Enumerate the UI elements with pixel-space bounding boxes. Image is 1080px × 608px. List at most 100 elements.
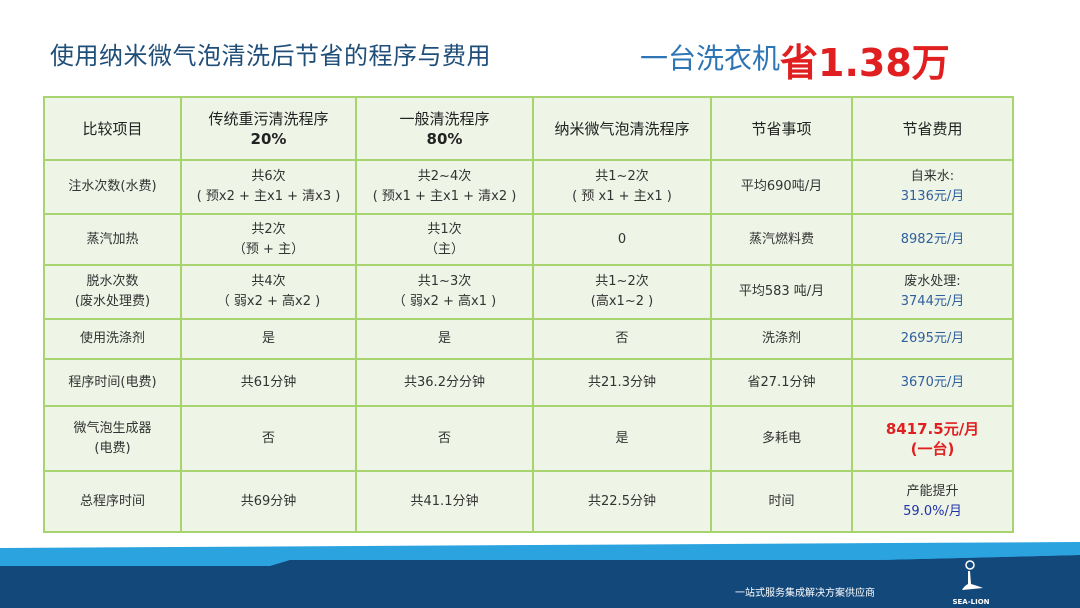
table-cell: 平均583 吨/月	[710, 264, 853, 320]
table-cell: 是	[355, 318, 534, 360]
table-cell: 0	[532, 213, 712, 266]
column-header: 节省事项	[710, 96, 853, 161]
table-cell: 总程序时间	[43, 470, 182, 533]
cell-text: 节省事项	[751, 119, 812, 138]
table-cell: 共4次 （ 弱x2 + 高x2 )	[180, 264, 357, 320]
table-cell: 程序时间(电费)	[43, 358, 182, 407]
footer-banner	[0, 542, 1080, 608]
cell-text: 微气泡生成器	[73, 420, 152, 436]
table-row: 蒸汽加热 共2次 （预 + 主） 共1次 （主） 0 蒸汽燃料费 8982元/月	[43, 213, 1014, 266]
table-cell: 平均690吨/月	[710, 159, 853, 215]
table-row: 程序时间(电费) 共61分钟 共36.2分分钟 共21.3分钟 省27.1分钟 3670元…	[43, 358, 1014, 407]
table-cell: 蒸汽燃料费	[710, 213, 853, 266]
table-cell: 时间	[710, 470, 853, 533]
cell-text: 多耗电	[761, 430, 801, 446]
table-cell: 8982元/月	[851, 213, 1014, 266]
slogan-prefix: 一台洗衣机	[640, 42, 781, 75]
cell-text: ( 预x1 + 主x1 + 清x2 )	[372, 189, 517, 204]
column-header: 传统重污清洗程序 20%	[180, 96, 357, 161]
table-row: 使用洗涤剂 是 是 否 洗涤剂 2695元/月	[43, 318, 1014, 360]
table-cell: 自来水: 3136元/月	[851, 159, 1014, 215]
cell-text: 3744元/月	[900, 294, 965, 309]
table-cell: 使用洗涤剂	[43, 318, 182, 360]
table-cell: 共1~2次 ( 预 x1 + 主x1 )	[532, 159, 712, 215]
cell-text: 共21.3分钟	[588, 374, 656, 390]
table-cell: 共2次 （预 + 主）	[180, 213, 357, 266]
cell-text: 59.0%/月	[903, 503, 962, 519]
table-cell: 共1~2次 (高x1~2 )	[532, 264, 712, 320]
cell-text: 共1~2次	[595, 169, 649, 184]
cell-text: 是	[437, 331, 451, 346]
footer-tagline: 一站式服务集成解决方案供应商	[735, 588, 875, 599]
table-cell: 是	[180, 318, 357, 360]
cell-text: 注水次数(水费)	[68, 179, 157, 194]
cell-text: 废水处理:	[904, 274, 961, 289]
cell-text: 共4次	[251, 274, 286, 289]
cell-text: 0	[617, 231, 627, 247]
cell-text: 共69分钟	[240, 493, 297, 509]
cell-text: 一般清洗程序	[399, 109, 490, 128]
table-cell: 8417.5元/月 (一台)	[851, 405, 1014, 472]
cell-text: 时间	[768, 493, 795, 509]
cell-text: 脱水次数	[86, 274, 139, 289]
cell-text: ( 预x2 + 主x1 + 清x3 )	[196, 189, 341, 204]
table-cell: 共61分钟	[180, 358, 357, 407]
cell-text: 共1次	[427, 221, 462, 237]
cell-text: 共36.2分分钟	[404, 374, 485, 390]
table-cell: 注水次数(水费)	[43, 159, 182, 215]
table-cell: 否	[532, 318, 712, 360]
cell-text: (一台)	[910, 439, 955, 458]
cell-text: 是	[261, 331, 275, 346]
table-cell: 共41.1分钟	[355, 470, 534, 533]
cell-text: ( 预 x1 + 主x1 )	[572, 189, 672, 204]
cell-text: 否	[437, 430, 451, 446]
cell-text: 3670元/月	[900, 374, 965, 390]
table-cell: 共6次 ( 预x2 + 主x1 + 清x3 )	[180, 159, 357, 215]
cell-text: (废水处理费)	[74, 294, 151, 309]
table-cell: 共1次 （主）	[355, 213, 534, 266]
table-cell: 共2~4次 ( 预x1 + 主x1 + 清x2 )	[355, 159, 534, 215]
table-cell: 微气泡生成器 (电费)	[43, 405, 182, 472]
cell-text: 共6次	[251, 169, 286, 184]
cell-text: 自来水:	[910, 169, 955, 184]
cell-text: 程序时间(电费)	[68, 374, 157, 390]
cell-text: 2695元/月	[900, 331, 965, 346]
table-cell: 蒸汽加热	[43, 213, 182, 266]
cell-text: 共61分钟	[240, 374, 297, 390]
page-title: 使用纳米微气泡清洗后节省的程序与费用	[50, 42, 491, 70]
sea-lion-logo: SEA-LION	[948, 560, 994, 606]
cell-text: 比较项目	[82, 119, 143, 138]
cell-text: 共22.5分钟	[588, 493, 656, 509]
sea-lion-icon	[962, 560, 983, 590]
table-cell: 是	[532, 405, 712, 472]
slogan: 一台洗衣机省1.38万	[640, 24, 950, 85]
cell-text: （ 弱x2 + 高x2 )	[216, 294, 321, 309]
table-cell: 2695元/月	[851, 318, 1014, 360]
cell-text: 纳米微气泡清洗程序	[554, 119, 690, 138]
cell-text: 共1~2次	[595, 274, 649, 289]
cell-text: 平均583 吨/月	[738, 284, 825, 299]
table-cell: 脱水次数 (废水处理费)	[43, 264, 182, 320]
cell-text: 共2~4次	[417, 169, 472, 184]
column-header: 一般清洗程序 80%	[355, 96, 534, 161]
cell-text: 使用洗涤剂	[79, 331, 145, 346]
table-row: 脱水次数 (废水处理费) 共4次 （ 弱x2 + 高x2 ) 共1~3次 （ 弱x2 + …	[43, 264, 1014, 320]
table-cell: 3670元/月	[851, 358, 1014, 407]
cell-text: 蒸汽燃料费	[748, 231, 814, 247]
cell-text: 20%	[250, 129, 287, 148]
cell-text: 3136元/月	[900, 189, 965, 204]
cell-text: (高x1~2 )	[590, 294, 654, 309]
cell-text: 8417.5元/月	[885, 419, 980, 438]
cell-text: 共41.1分钟	[410, 493, 479, 509]
cell-text: 传统重污清洗程序	[208, 109, 329, 128]
table-row: 注水次数(水费) 共6次 ( 预x2 + 主x1 + 清x3 ) 共2~4次 ( 预x1…	[43, 159, 1014, 215]
cell-text: 否	[615, 331, 629, 346]
cell-text: 平均690吨/月	[740, 179, 823, 194]
column-header: 比较项目	[43, 96, 182, 161]
cell-text: （ 弱x2 + 高x1 )	[392, 294, 497, 309]
cell-text: （预 + 主）	[232, 241, 305, 257]
cell-text: 共1~3次	[417, 274, 472, 289]
comparison-table: 比较项目 传统重污清洗程序 20% 一般清洗程序 80% 纳米微气泡清洗程序 节省事项 节省费…	[43, 96, 1014, 533]
cell-text: 蒸汽加热	[86, 231, 139, 247]
table-cell: 否	[180, 405, 357, 472]
